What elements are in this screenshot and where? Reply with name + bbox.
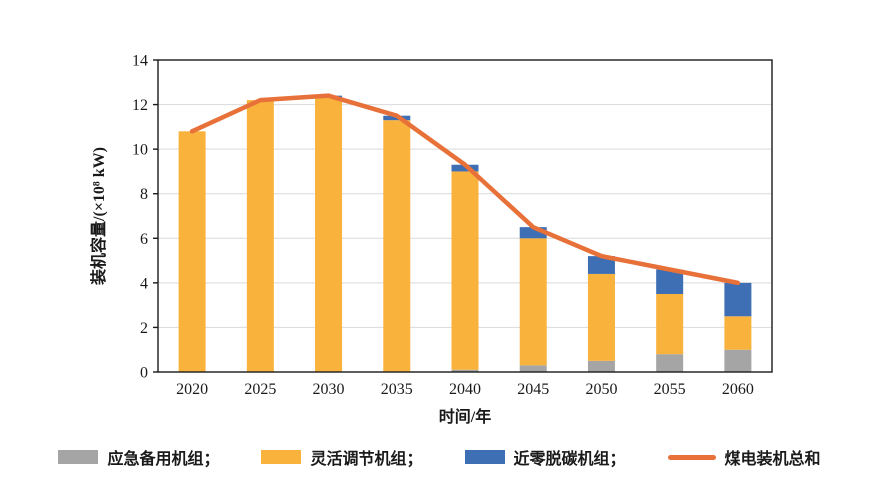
- x-tick-label: 2030: [313, 381, 345, 398]
- x-tick-label: 2050: [585, 381, 617, 398]
- bar-segment: [656, 354, 684, 372]
- bar-segment: [587, 360, 615, 372]
- bar-segment: [656, 294, 684, 355]
- bar-segment: [724, 349, 752, 372]
- bar-segment: [383, 120, 411, 373]
- bar-segment: [724, 282, 752, 317]
- legend-item-emergency-backup: 应急备用机组；: [58, 445, 219, 469]
- x-tick-label: 2020: [176, 381, 208, 398]
- y-tick-label: 14: [132, 53, 148, 70]
- bar-segment: [451, 171, 479, 370]
- legend-swatch-gray-bar: [58, 450, 99, 464]
- y-tick-label: 10: [132, 142, 148, 159]
- y-tick-label: 2: [140, 320, 148, 337]
- y-tick-label: 12: [132, 97, 148, 114]
- y-tick-label: 4: [140, 275, 148, 292]
- y-tick-label: 8: [140, 186, 148, 203]
- bar-segment: [587, 256, 615, 274]
- bar-segment: [519, 227, 547, 239]
- bar-segment: [519, 365, 547, 372]
- bar-segment: [246, 100, 274, 372]
- x-tick-label: 2040: [449, 381, 481, 398]
- y-tick-label: 0: [140, 365, 148, 382]
- total-line: [189, 93, 741, 286]
- bar-segment: [315, 97, 343, 372]
- x-tick-label: 2060: [722, 381, 754, 398]
- bar-segment: [178, 131, 206, 372]
- legend-item-coal-total-line: 煤电装机总和: [667, 445, 821, 469]
- chart-plot-area: 2020 2025 2030 2035 2040 2045 2050 2055 2060 0 2 4 6…: [132, 53, 773, 398]
- legend-label: 灵活调节机组；: [310, 451, 423, 468]
- bar-segment: [451, 369, 479, 372]
- y-tick-label: 6: [140, 231, 148, 248]
- bar-segment: [724, 316, 752, 350]
- legend-swatch-orange-bar: [261, 450, 302, 464]
- legend-label: 应急备用机组；: [107, 451, 220, 468]
- legend-label: 近零脱碳机组；: [513, 451, 626, 468]
- legend-swatch-line: [667, 454, 716, 460]
- legend: 应急备用机组； 灵活调节机组； 近零脱碳机组； 煤电装机总和: [0, 445, 879, 469]
- bar-segment: [656, 269, 684, 294]
- x-tick-label: 2055: [654, 381, 686, 398]
- legend-swatch-blue-bar: [464, 450, 505, 464]
- legend-label: 煤电装机总和: [724, 451, 821, 468]
- legend-item-flexible-regulation: 灵活调节机组；: [261, 445, 423, 469]
- legend-item-near-zero-carbon: 近零脱碳机组；: [464, 445, 626, 469]
- x-tick-label: 2045: [517, 381, 549, 398]
- bar-segment: [587, 273, 615, 361]
- bar-segment: [519, 238, 547, 366]
- x-tick-label: 2025: [244, 381, 276, 398]
- x-axis-title: 时间/年: [438, 409, 492, 426]
- bar-segment: [451, 164, 479, 172]
- x-tick-label: 2035: [381, 381, 413, 398]
- y-axis-title: 装机容量/(×10⁸ kW): [91, 147, 108, 285]
- plot-border: [157, 59, 773, 373]
